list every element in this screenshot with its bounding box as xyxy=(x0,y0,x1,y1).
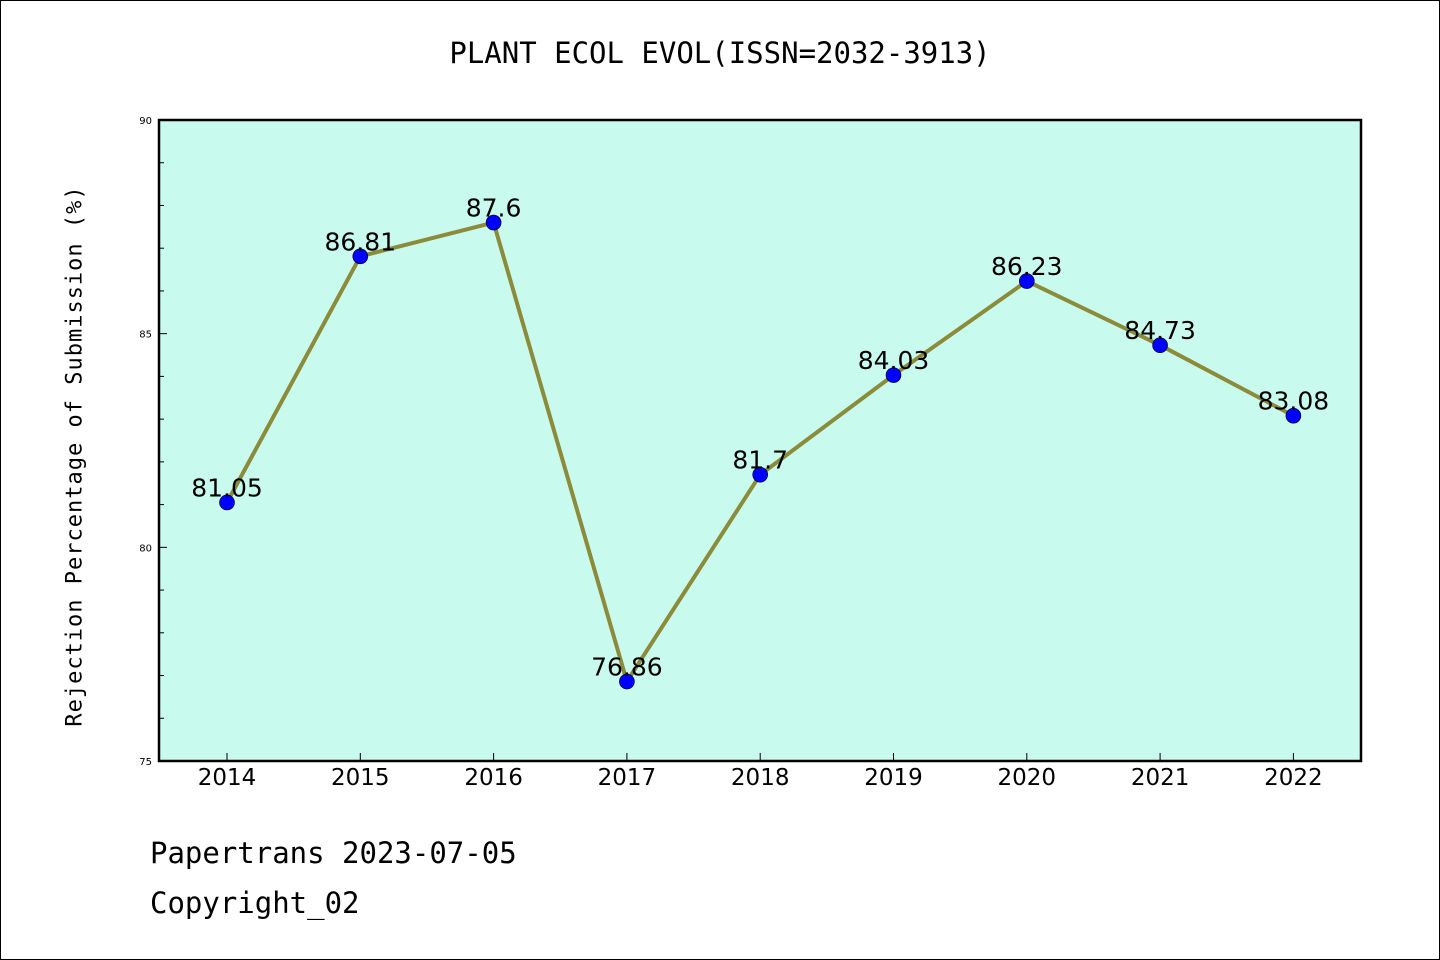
y-tick-label: 85 xyxy=(139,330,152,341)
data-labels: 81.05 86.81 87.6 76.86 81.7 84.03 86.23 84.73 83… xyxy=(191,194,1329,682)
data-label: 81.05 xyxy=(191,473,263,502)
data-point xyxy=(1152,337,1168,354)
x-tick-label: 2015 xyxy=(331,765,390,791)
data-label: 87.6 xyxy=(466,194,522,223)
data-point xyxy=(885,367,902,383)
x-tick-label: 2021 xyxy=(1131,765,1190,791)
y-tick-label: 90 xyxy=(139,116,152,127)
y-tick-label: 80 xyxy=(139,543,152,554)
series-group xyxy=(219,214,1302,690)
x-tick-label: 2014 xyxy=(198,765,257,791)
chart-title: PLANT ECOL EVOL(ISSN=2032-3913) xyxy=(449,36,991,70)
x-tick-label: 2020 xyxy=(998,765,1057,791)
y-tick-label: 75 xyxy=(139,757,152,768)
x-tick-label: 2022 xyxy=(1264,765,1323,791)
data-point xyxy=(485,214,502,231)
data-label: 86.23 xyxy=(991,252,1063,281)
x-tick-label: 2018 xyxy=(731,765,790,791)
data-point xyxy=(619,673,635,690)
data-point xyxy=(1019,273,1035,289)
plot-area xyxy=(157,118,1363,763)
data-label: 76.86 xyxy=(591,653,663,682)
x-tick-label: 2019 xyxy=(864,765,923,791)
data-label: 84.03 xyxy=(858,346,930,375)
x-axis: 2014 2015 2016 2017 2018 2019 2020 2021 2022 xyxy=(198,753,1323,791)
footer-source: Papertrans 2023-07-05 xyxy=(150,836,517,870)
data-label: 86.81 xyxy=(325,227,397,256)
data-label: 84.73 xyxy=(1124,316,1196,345)
x-tick-label: 2016 xyxy=(464,765,523,791)
data-point xyxy=(219,494,235,511)
data-label: 81.7 xyxy=(732,446,788,475)
data-label: 83.08 xyxy=(1258,387,1330,416)
x-tick-label: 2017 xyxy=(598,765,657,791)
data-point xyxy=(1285,407,1302,424)
y-axis: 75 80 85 90 xyxy=(139,116,167,768)
data-point xyxy=(352,248,369,265)
footer-copyright: Copyright_02 xyxy=(150,886,360,920)
data-point xyxy=(752,466,769,483)
